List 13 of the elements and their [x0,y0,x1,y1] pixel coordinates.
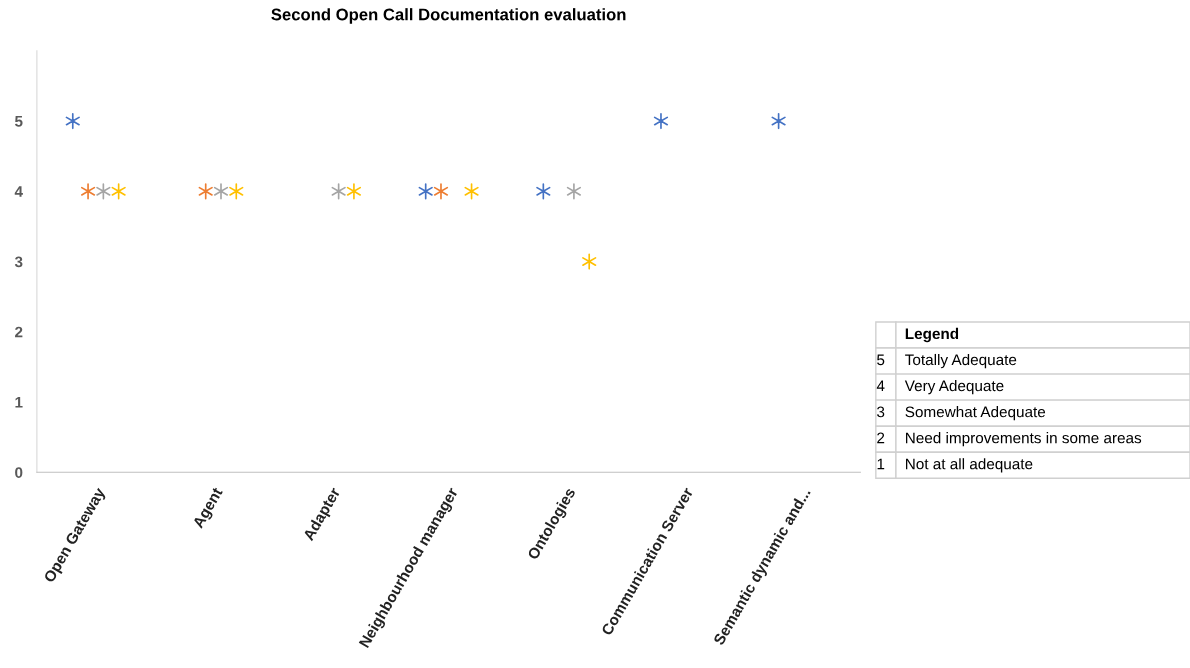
y-tick-label: 5 [14,116,23,127]
text: 2 Need improvements in some areas [877,432,1142,447]
text: 5 Totally Adequate [877,353,1017,369]
text: Legend [905,327,959,343]
text: 3 Somewhat Adequate [877,406,1046,421]
y-tick-label: 4 [14,186,23,197]
y-tick-label: 0 [15,467,23,478]
text: 4 Very Adequate [876,379,1004,395]
y-tick-label: 3 [14,256,23,268]
text: 1 Not at all adequate [877,458,1033,473]
y-tick-label: 2 [15,326,23,338]
chart-title: Second Open Call Documentation evaluation [271,8,626,24]
y-tick-label: 1 [15,397,23,408]
